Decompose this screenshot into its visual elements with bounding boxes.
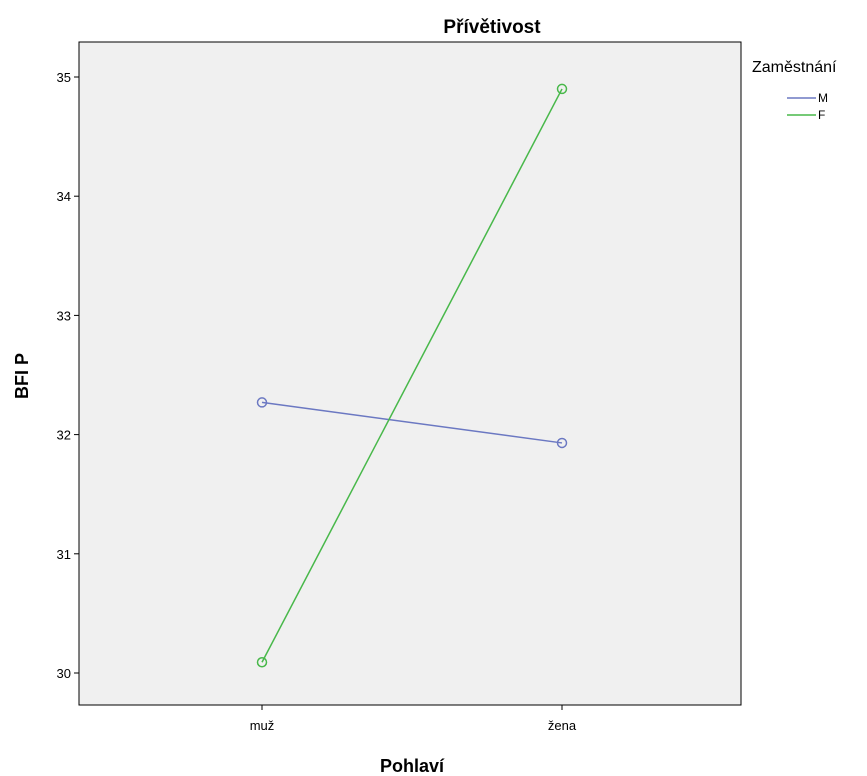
y-tick-label: 31 [57, 547, 71, 562]
y-tick-label: 30 [57, 666, 71, 681]
y-tick-label: 33 [57, 308, 71, 323]
data-point-F [256, 657, 268, 668]
y-axis: 30 31 32 33 34 35 [57, 70, 79, 681]
series-line-F [261, 88, 563, 663]
series-lines [261, 88, 563, 663]
data-point-M [556, 437, 568, 449]
plot-area [78, 41, 742, 706]
y-axis-title: BFI P [12, 353, 32, 399]
legend-label-M: M [818, 91, 828, 105]
data-point-M [256, 397, 268, 408]
legend-label-F: F [818, 108, 825, 122]
x-tick-label: žena [548, 718, 577, 733]
y-tick-label: 35 [57, 70, 71, 85]
legend: MF [787, 91, 828, 122]
series-points [256, 83, 568, 668]
series-line-M [261, 401, 563, 444]
x-tick-label: muž [250, 718, 275, 733]
y-tick-label: 32 [57, 428, 71, 443]
chart-title: Přívětivost [443, 17, 541, 38]
data-point-F [556, 83, 568, 95]
y-tick-label: 34 [57, 189, 71, 204]
legend-title: Zaměstnání [752, 59, 837, 76]
x-axis: muž žena [250, 705, 577, 733]
x-axis-title: Pohlaví [380, 756, 445, 776]
